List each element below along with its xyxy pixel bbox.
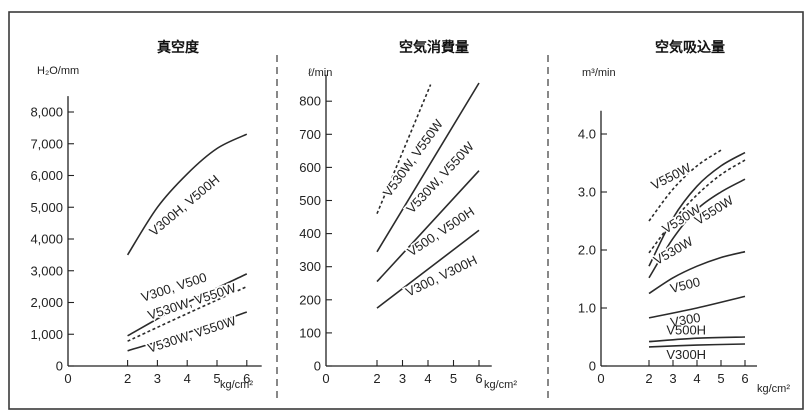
- series-line: [376, 84, 432, 215]
- series-line: [648, 343, 746, 348]
- series-line: [376, 229, 480, 309]
- y-tick-label: 700: [299, 127, 321, 142]
- y-tick-label: 200: [299, 292, 321, 307]
- y-tick-label: 500: [299, 193, 321, 208]
- x-tick-label: 6: [243, 371, 250, 386]
- y-tick-label: 7,000: [30, 136, 63, 151]
- y-tick-label: 3,000: [30, 263, 63, 278]
- y-tick-label: 4,000: [30, 232, 63, 247]
- chart-title: 真空度: [157, 39, 200, 56]
- x-tick-label: 5: [213, 371, 220, 386]
- y-tick-label: 8,000: [30, 105, 63, 120]
- y-tick-label: 5,000: [30, 200, 63, 215]
- series-line: [648, 250, 746, 295]
- y-tick-label: 2.0: [578, 243, 596, 258]
- series-line: [648, 149, 722, 222]
- series-line: [376, 82, 480, 253]
- series-label-text: V300H, V500H: [146, 172, 222, 239]
- series-label-text: V550W: [649, 160, 694, 193]
- x-tick-label: 4: [184, 371, 191, 386]
- series-label-text: V500: [669, 274, 702, 296]
- x-tick-label: 4: [693, 371, 700, 386]
- x-tick-label: 3: [669, 371, 676, 386]
- y-tick-label: 400: [299, 226, 321, 241]
- series-line: [648, 178, 746, 279]
- x-tick-label: 2: [373, 371, 380, 386]
- x-tick-label: 0: [597, 371, 604, 386]
- x-tick-label: 4: [424, 371, 431, 386]
- x-tick-label: 0: [322, 371, 329, 386]
- y-tick-label: 300: [299, 259, 321, 274]
- series-line: [376, 170, 480, 283]
- series-line: [127, 273, 248, 337]
- series-label: V300H: [666, 347, 706, 362]
- y-tick-label: 0: [56, 359, 63, 374]
- y-tick-label: 100: [299, 325, 321, 340]
- series-label-text: V550W: [692, 192, 737, 228]
- y-tick-label: 1.0: [578, 301, 596, 316]
- series-line: [648, 295, 746, 319]
- x-axis-unit-label: kg/cm²: [220, 379, 253, 391]
- x-tick-label: 0: [64, 371, 71, 386]
- x-tick-label: 6: [741, 371, 748, 386]
- y-tick-label: 600: [299, 160, 321, 175]
- y-axis-unit-label: m³/min: [582, 67, 616, 79]
- x-tick-label: 6: [475, 371, 482, 386]
- y-axis-unit-label: ℓ/min: [308, 67, 332, 79]
- series-line: [127, 311, 248, 352]
- x-tick-label: 5: [450, 371, 457, 386]
- series-line: [648, 336, 746, 343]
- x-axis-unit-label: kg/cm²: [484, 379, 517, 391]
- y-tick-label: 4.0: [578, 127, 596, 142]
- y-axis-unit-label: H₂O/mm: [37, 65, 79, 77]
- series-label: V500H: [666, 323, 706, 338]
- series-label: V300: [669, 310, 702, 330]
- chart-panel-2: 空気消費量 ℓ/min kg/cm² 0 100 200 300 400 500 600 700 80…: [299, 39, 517, 391]
- y-tick-label: 0: [314, 359, 321, 374]
- chart-panel-3: 空気吸込量 m³/min kg/cm² 0 1.0 2.0 3.0 4.0 0 2 3 4 5 6 V550…: [578, 39, 790, 395]
- y-tick-label: 1,000: [30, 327, 63, 342]
- series-line: [648, 151, 746, 267]
- y-tick-label: 0: [589, 359, 596, 374]
- y-tick-label: 3.0: [578, 185, 596, 200]
- y-tick-label: 800: [299, 94, 321, 109]
- chart-title: 空気吸込量: [655, 39, 725, 56]
- x-tick-label: 2: [124, 371, 131, 386]
- series-line: [127, 285, 248, 342]
- x-tick-label: 3: [154, 371, 161, 386]
- x-axis-unit-label: kg/cm²: [757, 383, 790, 395]
- series-line: [126, 133, 248, 256]
- y-tick-label: 2,000: [30, 295, 63, 310]
- y-tick-label: 6,000: [30, 168, 63, 183]
- chart-title: 空気消費量: [399, 39, 469, 56]
- x-tick-label: 2: [645, 371, 652, 386]
- x-tick-label: 3: [399, 371, 406, 386]
- chart-panel-1: 真空度 H₂O/mm kg/cm² 0 1,000 2,000 3,000 4,000 5,00…: [30, 39, 262, 391]
- figure-frame: [8, 11, 804, 410]
- series-line: [648, 159, 746, 254]
- x-tick-label: 5: [717, 371, 724, 386]
